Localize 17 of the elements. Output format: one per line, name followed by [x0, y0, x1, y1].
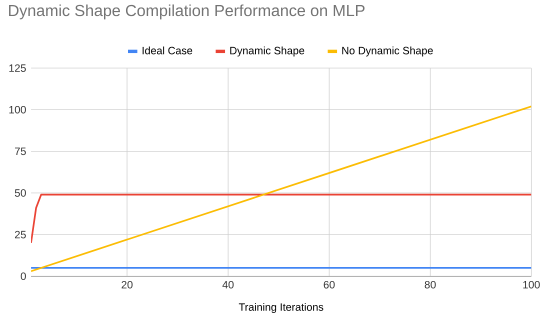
y-tick-label: 75	[14, 148, 26, 155]
legend-label: No Dynamic Shape	[342, 46, 433, 56]
x-tick-label: 20	[122, 280, 133, 288]
x-tick-label: 100	[523, 280, 540, 288]
x-axis-title: Training Iterations	[238, 302, 324, 313]
x-tick-label: 40	[222, 280, 234, 288]
y-tick-label: 50	[14, 189, 26, 197]
legend-label: Ideal Case	[142, 46, 192, 54]
line-series	[31, 105, 532, 272]
x-tick-label: 80	[424, 280, 436, 288]
y-tick-label: 100	[9, 106, 26, 114]
x-tick-label: 60	[324, 280, 335, 288]
y-tick-label: 125	[9, 64, 26, 72]
legend-label: Dynamic Shape	[230, 46, 304, 56]
y-tick-label: 25	[14, 230, 26, 238]
y-tick-label: 0	[20, 272, 26, 280]
chart-title: Dynamic Shape Compilation Performance on MLP	[9, 4, 365, 20]
